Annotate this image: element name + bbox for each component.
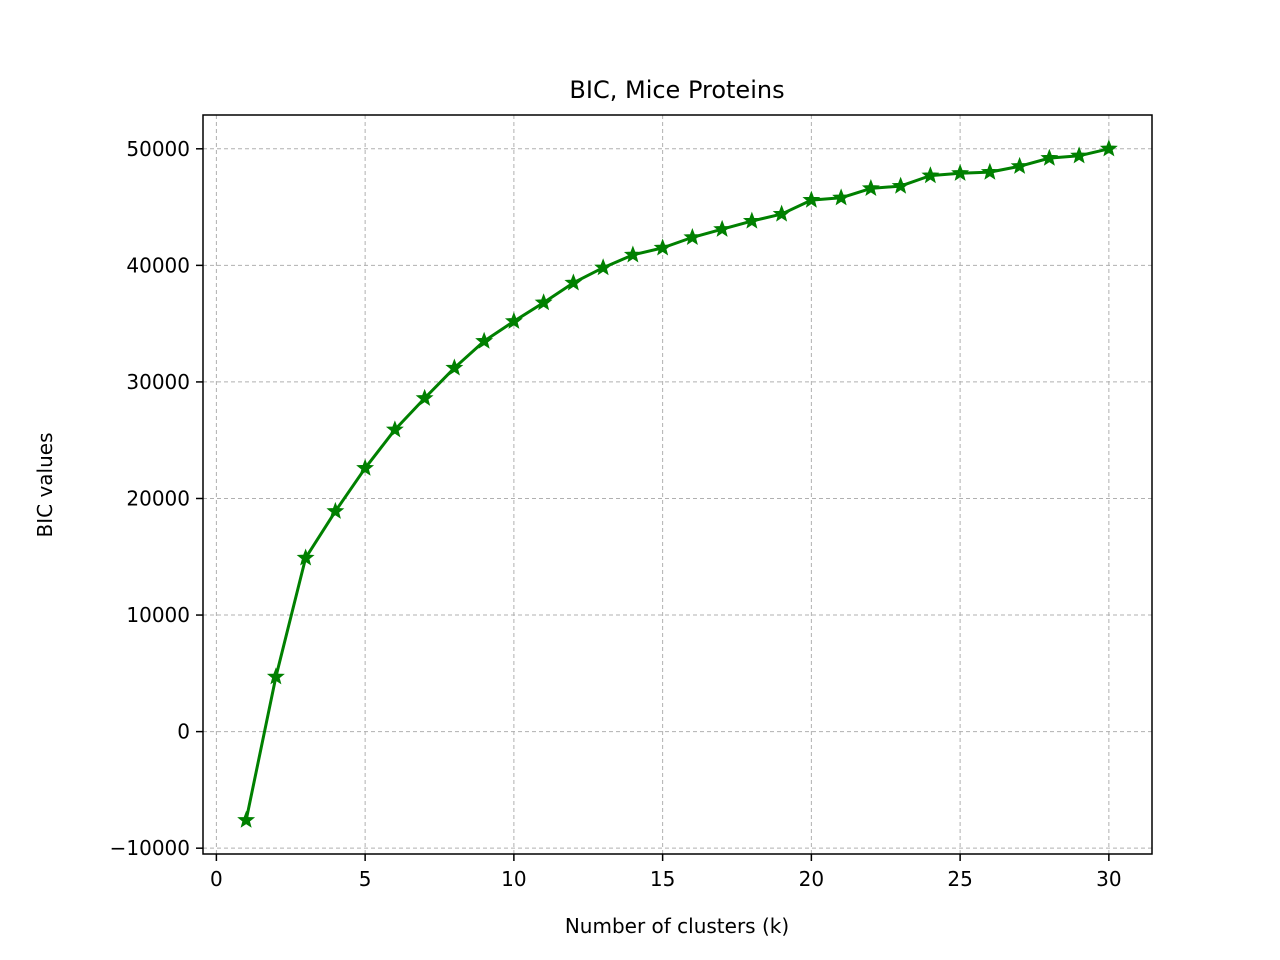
data-point-star <box>623 245 642 263</box>
y-tick-label: −10000 <box>110 836 190 860</box>
x-axis-label: Number of clusters (k) <box>565 914 789 938</box>
y-tick-label: 0 <box>177 720 190 744</box>
x-tick-label: 20 <box>799 867 824 891</box>
data-point-star <box>356 458 375 476</box>
y-tick-label: 10000 <box>126 603 190 627</box>
y-tick-label: 40000 <box>126 253 190 277</box>
y-axis-label: BIC values <box>33 433 57 538</box>
data-point-star <box>832 188 851 206</box>
x-tick-label: 30 <box>1096 867 1121 891</box>
y-axis: −10000 0 10000 20000 30000 40000 50000 <box>110 137 203 860</box>
data-point-star <box>1010 156 1029 174</box>
data-point-star <box>742 211 761 229</box>
x-axis: 0 5 10 15 20 25 30 <box>210 854 1122 891</box>
data-point-star <box>534 293 553 311</box>
data-point-star <box>802 190 821 208</box>
data-point-star <box>713 219 732 237</box>
chart-title: BIC, Mice Proteins <box>569 76 784 104</box>
data-point-star <box>861 179 880 197</box>
x-tick-label: 15 <box>650 867 675 891</box>
series-layer <box>237 139 1118 828</box>
data-point-star <box>653 238 672 256</box>
data-point-star <box>891 176 910 194</box>
data-point-star <box>1099 139 1118 157</box>
data-point-star <box>921 166 940 184</box>
y-tick-label: 20000 <box>126 486 190 510</box>
data-point-star <box>445 358 464 376</box>
y-tick-label: 50000 <box>126 137 190 161</box>
plot-frame <box>202 114 1153 855</box>
data-point-star <box>772 204 791 222</box>
data-point-star <box>326 501 345 519</box>
x-tick-label: 25 <box>947 867 972 891</box>
data-point-star <box>1070 146 1089 164</box>
data-point-star <box>237 810 256 828</box>
x-tick-label: 10 <box>501 867 526 891</box>
data-point-star <box>594 258 613 276</box>
data-point-star <box>564 273 583 291</box>
data-point-star <box>415 388 434 406</box>
data-point-star <box>475 331 494 349</box>
x-tick-label: 5 <box>359 867 372 891</box>
x-tick-label: 0 <box>210 867 223 891</box>
data-point-star <box>683 227 702 245</box>
data-point-star <box>296 548 315 566</box>
data-point-star <box>1040 148 1059 166</box>
data-point-star <box>951 163 970 181</box>
y-tick-label: 30000 <box>126 370 190 394</box>
data-point-star <box>385 420 404 438</box>
data-point-star <box>504 311 523 329</box>
data-point-star <box>980 162 999 180</box>
data-point-star <box>266 667 285 685</box>
